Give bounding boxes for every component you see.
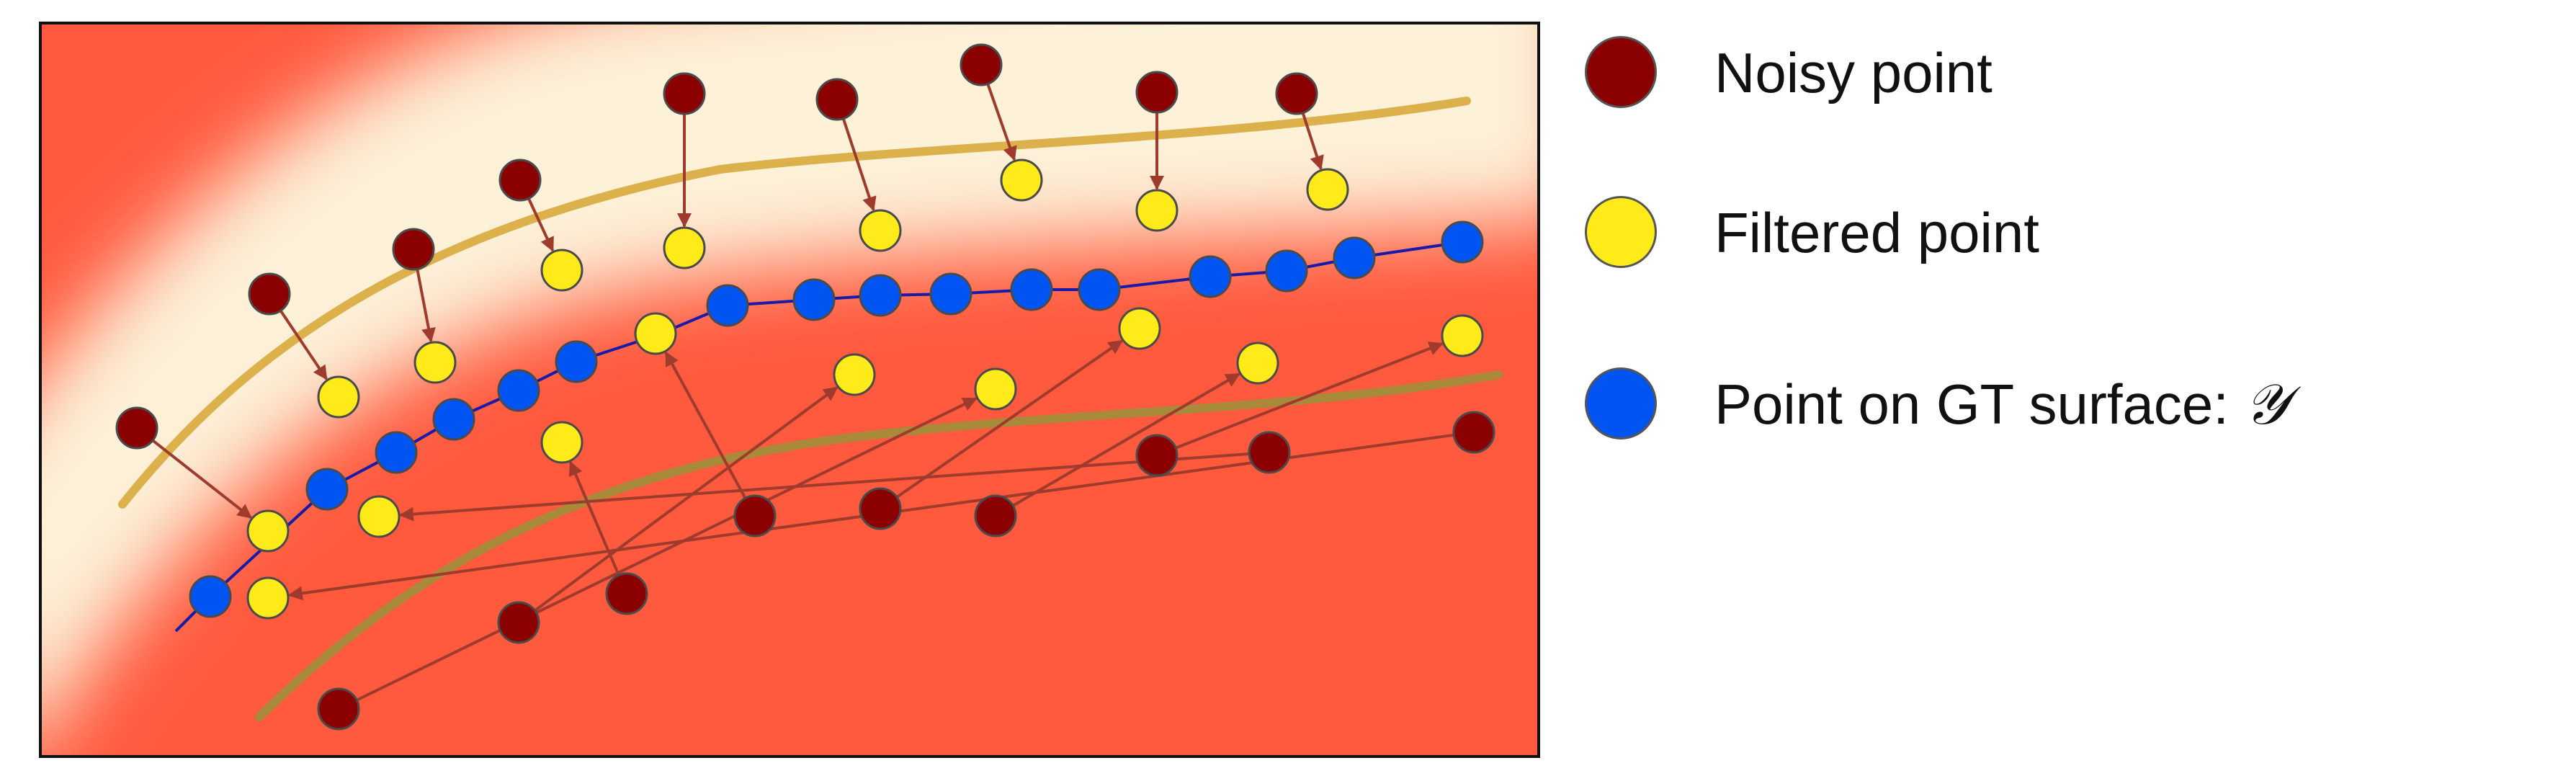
noisy-point: [974, 494, 1017, 537]
filtered-point: [1441, 314, 1484, 357]
filtered-point: [540, 249, 583, 292]
legend-label-noisy: Noisy point: [1714, 41, 1993, 104]
filtered-point-marker: [1585, 196, 1657, 268]
noisy-point: [115, 406, 158, 450]
noisy-point: [859, 487, 902, 530]
noisy-point: [392, 228, 435, 271]
noisy-point: [960, 43, 1003, 86]
filtered-point: [357, 495, 401, 538]
gt-surface-point: [1265, 249, 1308, 293]
displacement-arrow: [1301, 112, 1324, 171]
displacement-arrow: [527, 197, 555, 252]
gt-surface-point: [1333, 236, 1376, 280]
filtered-point: [1000, 159, 1043, 202]
noisy-point: [1135, 434, 1179, 477]
gt-surface-point: [792, 278, 836, 321]
gt-point-marker: [1585, 367, 1657, 439]
filtered-point: [317, 375, 360, 419]
filtered-point: [540, 421, 583, 464]
noisy-point: [1135, 71, 1179, 114]
filtered-point: [1236, 342, 1279, 385]
displacement-arrow: [1012, 372, 1240, 507]
legend-label-gt-text: Point on GT surface:: [1714, 372, 2245, 436]
gt-surface-point: [375, 431, 418, 474]
noisy-point: [605, 572, 648, 615]
noisy-point: [1248, 431, 1291, 474]
band-upper-boundary: [118, 97, 1471, 509]
gt-surface-point: [432, 398, 475, 441]
gt-surface-points: [189, 220, 1484, 618]
noisy-point: [1452, 411, 1495, 454]
legend-item-filtered: Filtered point: [1585, 196, 2521, 275]
noisy-point: [497, 601, 540, 644]
gt-surface-point: [1441, 220, 1484, 264]
filtered-point: [1118, 307, 1161, 350]
filtered-point: [1135, 189, 1179, 232]
filtered-point: [246, 576, 290, 620]
filtered-point: [413, 341, 457, 384]
filtered-point: [859, 209, 902, 252]
noisy-point: [815, 78, 859, 121]
filtered-point: [833, 353, 876, 396]
displacement-arrow: [416, 269, 436, 343]
noisy-point: [317, 687, 360, 731]
legend-label-filtered: Filtered point: [1714, 201, 2039, 264]
noisy-point: [248, 272, 291, 316]
displacement-arrow: [841, 117, 877, 212]
gt-surface-point: [1189, 255, 1232, 298]
noisy-point-marker: [1585, 36, 1657, 108]
filtered-point: [663, 226, 706, 269]
displacement-arrow: [664, 351, 747, 499]
displacement-arrow: [534, 386, 838, 612]
noisy-point: [663, 72, 706, 115]
filtered-point: [974, 367, 1017, 411]
gt-surface-point: [929, 272, 972, 316]
gt-surface-point: [859, 274, 902, 317]
displacement-arrow: [398, 452, 1250, 522]
gt-surface-point: [1010, 268, 1053, 311]
gt-surface-point: [1078, 268, 1121, 311]
gt-surface-point: [497, 369, 540, 412]
displacement-arrow: [895, 339, 1124, 499]
displacement-arrow: [1175, 342, 1444, 450]
gt-surface-point: [706, 284, 749, 327]
displacement-arrow: [986, 83, 1017, 161]
legend-label-gt: Point on GT surface: 𝒴: [1714, 373, 2289, 436]
gt-surface-point: [555, 340, 598, 383]
displacement-arrow: [151, 439, 252, 519]
noisy-point: [498, 159, 542, 202]
noisy-point: [733, 494, 777, 537]
displacement-arrow: [356, 397, 978, 702]
noisy-point: [1275, 72, 1318, 115]
filtered-point: [246, 509, 290, 553]
legend-item-gt: Point on GT surface: 𝒴: [1585, 367, 2521, 447]
displacement-arrow: [279, 310, 328, 380]
legend-item-noisy: Noisy point: [1585, 36, 2521, 115]
plot-frame: [39, 22, 1540, 758]
filtered-point: [634, 312, 677, 355]
gt-surface-point: [189, 575, 232, 618]
filtered-points: [246, 159, 1484, 620]
gt-surface-symbol: 𝒴: [2244, 372, 2289, 437]
gt-surface-point: [305, 468, 349, 511]
filtered-point: [1306, 168, 1349, 211]
noisy-points: [115, 43, 1495, 731]
